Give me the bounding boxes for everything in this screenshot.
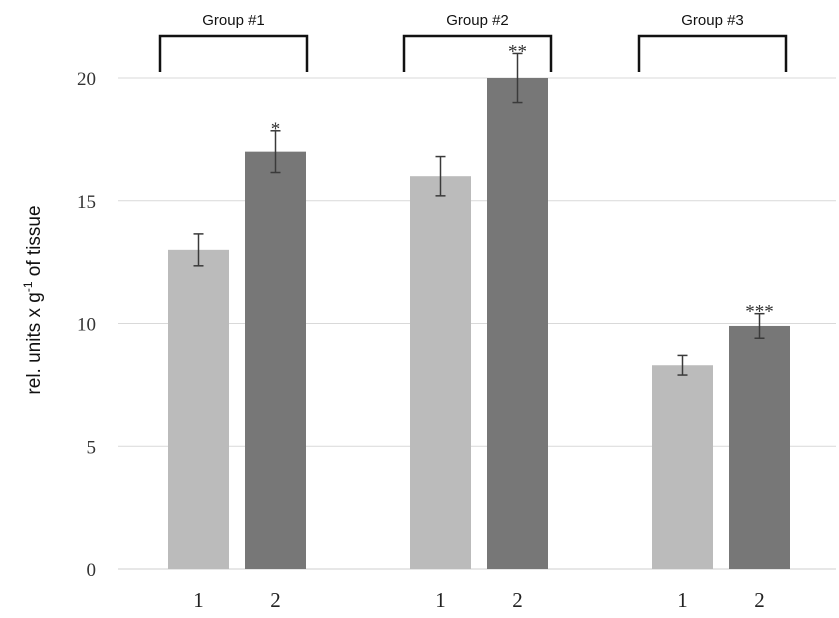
error-bar xyxy=(754,312,765,339)
x-tick-label: 1 xyxy=(677,588,688,612)
x-tick-label: 1 xyxy=(435,588,446,612)
group-bracket xyxy=(637,34,788,72)
bar xyxy=(245,151,306,569)
y-axis-label: rel. units x g-1 of tissue xyxy=(21,205,45,394)
group-label: Group #1 xyxy=(202,12,265,29)
bar xyxy=(652,365,713,569)
significance-marker: ** xyxy=(508,41,527,62)
y-tick-label: 15 xyxy=(77,192,96,213)
y-axis-label-main: rel. units x g xyxy=(24,292,45,394)
bar xyxy=(487,78,548,569)
bar xyxy=(168,249,229,569)
error-bar xyxy=(435,155,446,197)
tick-labels: 0 5 10 15 20 1 2 1 2 1 2 xyxy=(77,69,765,612)
gridlines xyxy=(118,77,836,570)
significance-marker: *** xyxy=(745,302,774,323)
bar xyxy=(410,176,471,569)
error-bar xyxy=(270,130,281,174)
x-tick-label: 1 xyxy=(193,588,204,612)
x-tick-label: 2 xyxy=(512,588,523,612)
y-tick-label: 0 xyxy=(87,560,97,581)
group-label: Group #3 xyxy=(681,12,744,29)
bar xyxy=(729,325,790,569)
significance-marker: * xyxy=(271,119,281,140)
bars: ****** xyxy=(168,41,790,569)
y-tick-label: 5 xyxy=(87,437,97,458)
group-bracket xyxy=(402,34,553,72)
y-axis-label-tail: of tissue xyxy=(24,205,45,281)
group-label: Group #2 xyxy=(446,12,509,29)
y-tick-label: 10 xyxy=(77,315,96,336)
error-bar xyxy=(512,52,523,104)
y-tick-label: 20 xyxy=(77,69,96,90)
error-bar xyxy=(677,354,688,376)
x-tick-label: 2 xyxy=(270,588,281,612)
y-axis-label-superscript: -1 xyxy=(21,281,35,292)
group-bracket xyxy=(158,34,309,72)
x-tick-label: 2 xyxy=(754,588,765,612)
error-bar xyxy=(193,233,204,267)
group-brackets: Group #1 Group #2 Group #3 xyxy=(158,12,788,72)
